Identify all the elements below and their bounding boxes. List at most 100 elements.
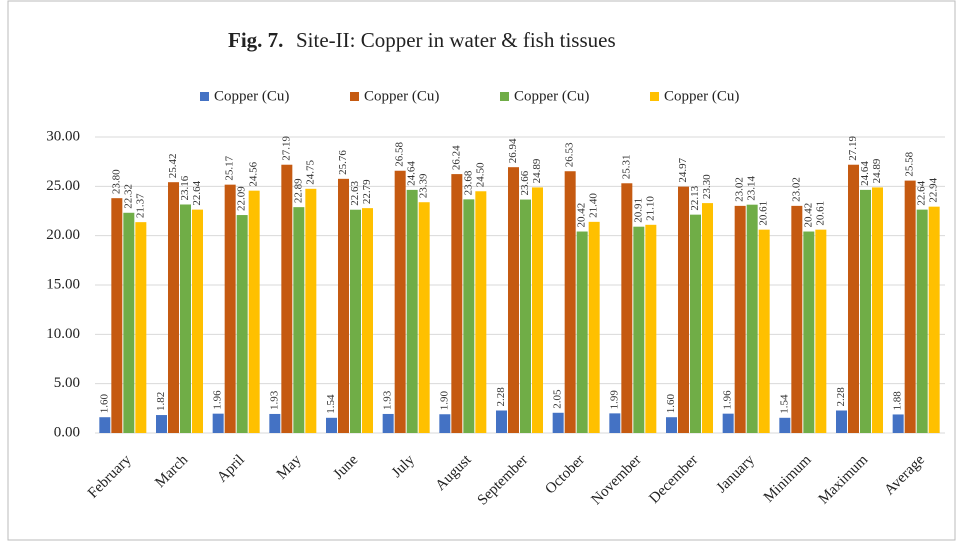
value-label: 22.63	[349, 180, 361, 205]
value-label: 20.61	[814, 201, 826, 226]
value-label: 23.14	[746, 175, 758, 200]
bar	[815, 229, 827, 433]
value-label: 1.54	[778, 394, 790, 414]
x-tick-label: March	[152, 452, 191, 491]
bar	[475, 191, 487, 433]
value-label: 21.37	[134, 193, 146, 218]
bar	[135, 222, 147, 433]
bar	[872, 187, 883, 433]
bar	[439, 414, 451, 433]
bar	[803, 231, 815, 433]
value-label: 1.93	[268, 390, 280, 410]
value-label: 26.24	[450, 145, 462, 170]
value-label: 24.75	[304, 160, 316, 185]
x-tick-label: January	[714, 452, 759, 497]
bar	[746, 204, 758, 433]
bar	[338, 178, 349, 433]
bar	[892, 414, 904, 433]
value-label: 25.42	[167, 153, 179, 178]
value-label: 1.99	[608, 390, 620, 410]
value-label: 2.28	[835, 387, 847, 407]
bar	[928, 206, 940, 433]
bar	[904, 180, 916, 433]
bar	[576, 231, 588, 433]
legend-label: Copper (Cu)	[664, 88, 739, 104]
value-label: 22.64	[191, 180, 203, 205]
bar	[690, 214, 701, 433]
x-tick-label: June	[330, 452, 361, 483]
legend-label: Copper (Cu)	[214, 88, 289, 104]
bar	[609, 413, 621, 433]
value-label: 23.30	[701, 174, 713, 199]
bar	[758, 229, 770, 433]
bar	[281, 164, 293, 433]
bar	[633, 226, 645, 433]
value-label: 25.76	[337, 150, 349, 175]
value-label: 1.96	[212, 390, 224, 410]
bar	[564, 171, 576, 433]
value-label: 24.97	[677, 157, 689, 182]
value-label: 2.05	[552, 389, 564, 409]
value-label: 21.40	[588, 193, 600, 218]
x-tick-label: May	[274, 452, 305, 483]
bar	[552, 412, 564, 433]
value-label: 25.31	[620, 155, 632, 180]
bar	[916, 209, 928, 433]
x-tick-label: July	[389, 452, 418, 481]
y-tick-label: 10.00	[46, 326, 80, 342]
value-label: 26.58	[394, 141, 406, 166]
bar	[248, 190, 260, 433]
y-tick-label: 0.00	[54, 424, 80, 440]
value-label: 24.89	[531, 158, 543, 183]
x-tick-label: Average	[881, 452, 928, 499]
value-label: 22.64	[916, 180, 928, 205]
bar	[451, 174, 463, 433]
x-tick-label: October	[542, 452, 587, 497]
value-label: 1.60	[98, 393, 110, 413]
bar	[293, 207, 305, 433]
legend-swatch	[500, 92, 509, 101]
bar	[496, 410, 507, 433]
bar	[382, 413, 394, 433]
y-tick-label: 15.00	[46, 276, 80, 292]
value-label: 1.82	[155, 392, 167, 411]
value-label: 2.28	[495, 387, 507, 407]
value-label: 21.10	[644, 196, 656, 221]
value-label: 1.93	[382, 390, 394, 410]
chart-title: Site-II: Copper in water & fish tissues	[296, 28, 616, 52]
bar	[836, 410, 847, 433]
bar	[860, 189, 871, 433]
value-label: 22.13	[689, 185, 701, 210]
x-tick-label: August	[433, 451, 476, 494]
bar	[350, 209, 361, 433]
value-label: 22.32	[122, 184, 134, 209]
bar	[269, 413, 281, 433]
bar	[532, 187, 543, 433]
frame	[7, 0, 956, 541]
bar	[305, 188, 317, 433]
legend-swatch	[350, 92, 359, 101]
value-label: 27.19	[280, 135, 292, 160]
bar	[678, 186, 689, 433]
bar	[779, 417, 791, 433]
x-tick-label: February	[85, 452, 135, 502]
legend-label: Copper (Cu)	[514, 88, 589, 104]
x-tick-label: April	[214, 452, 248, 486]
y-tick-label: 5.00	[54, 375, 80, 391]
bar	[168, 182, 179, 433]
value-label: 1.88	[892, 391, 904, 411]
legend-label: Copper (Cu)	[364, 88, 439, 104]
bar	[520, 199, 531, 433]
value-label: 23.66	[519, 170, 531, 195]
bar	[621, 183, 633, 433]
bar	[123, 212, 135, 433]
bar	[236, 215, 248, 433]
bar	[99, 417, 111, 433]
value-label: 25.17	[224, 155, 236, 180]
bar	[394, 170, 406, 433]
bar	[156, 415, 167, 433]
bar	[362, 208, 373, 433]
value-label: 22.79	[361, 179, 373, 204]
y-tick-label: 25.00	[46, 178, 80, 194]
